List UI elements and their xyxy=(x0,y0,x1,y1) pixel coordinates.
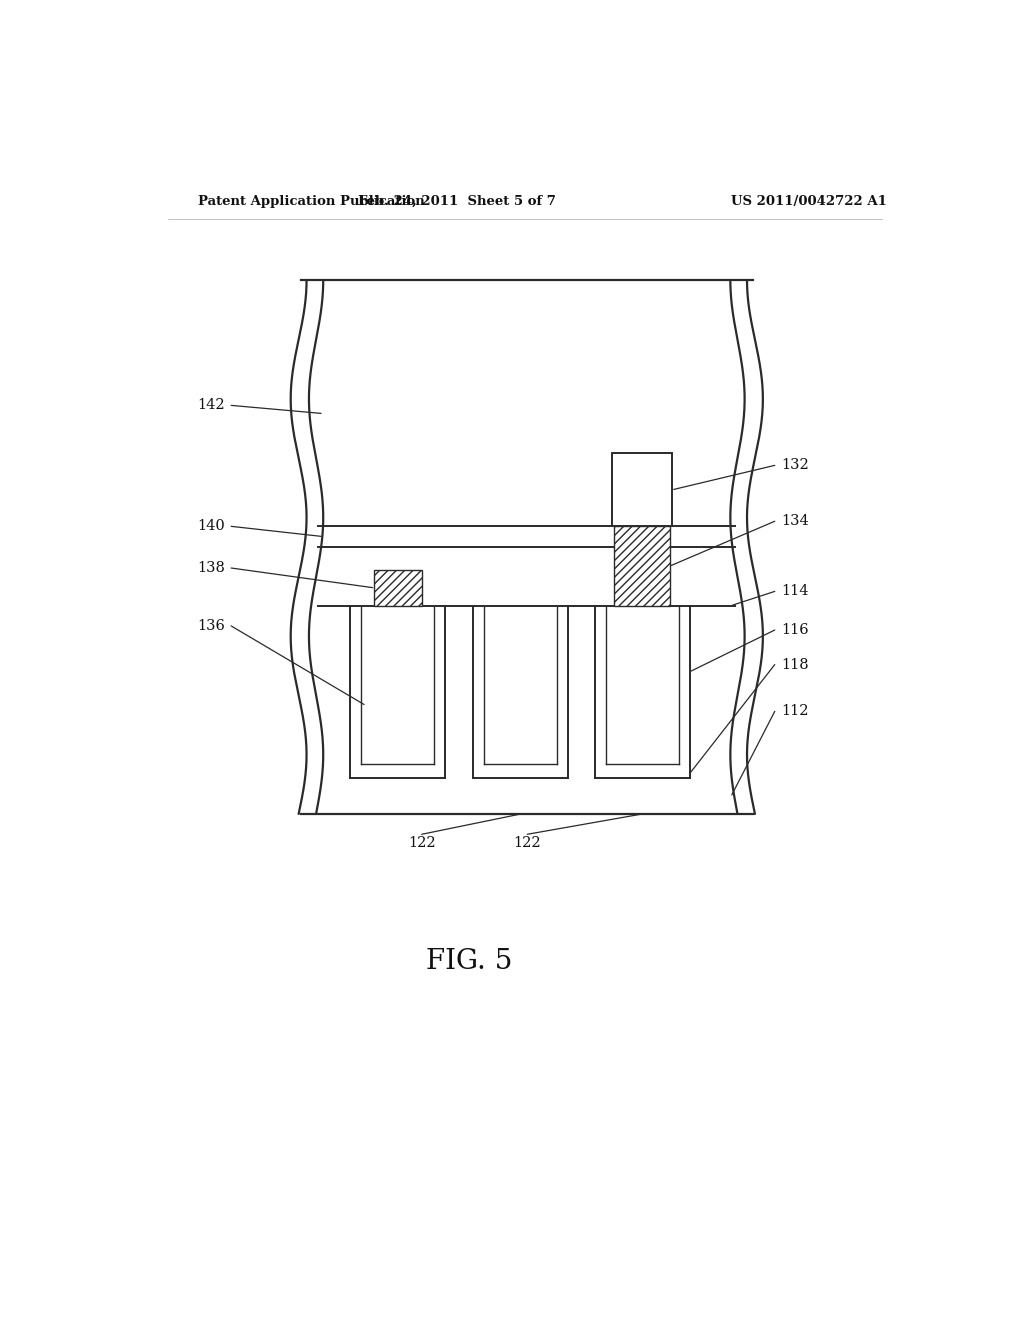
Text: 136: 136 xyxy=(197,619,225,634)
Text: 138: 138 xyxy=(197,561,225,576)
Text: 134: 134 xyxy=(781,515,809,528)
Text: 140: 140 xyxy=(197,519,225,533)
Text: US 2011/0042722 A1: US 2011/0042722 A1 xyxy=(731,194,887,207)
Text: 132: 132 xyxy=(781,458,809,473)
Text: 118: 118 xyxy=(781,657,809,672)
Bar xyxy=(614,527,670,606)
Text: 112: 112 xyxy=(781,705,809,718)
Text: 122: 122 xyxy=(408,837,435,850)
Bar xyxy=(374,570,422,606)
Text: 142: 142 xyxy=(198,399,225,412)
Bar xyxy=(612,453,673,527)
Text: 114: 114 xyxy=(781,585,809,598)
Text: 116: 116 xyxy=(781,623,809,638)
Text: Patent Application Publication: Patent Application Publication xyxy=(198,194,425,207)
Text: 122: 122 xyxy=(513,837,541,850)
Text: FIG. 5: FIG. 5 xyxy=(426,948,512,975)
Text: Feb. 24, 2011  Sheet 5 of 7: Feb. 24, 2011 Sheet 5 of 7 xyxy=(358,194,556,207)
